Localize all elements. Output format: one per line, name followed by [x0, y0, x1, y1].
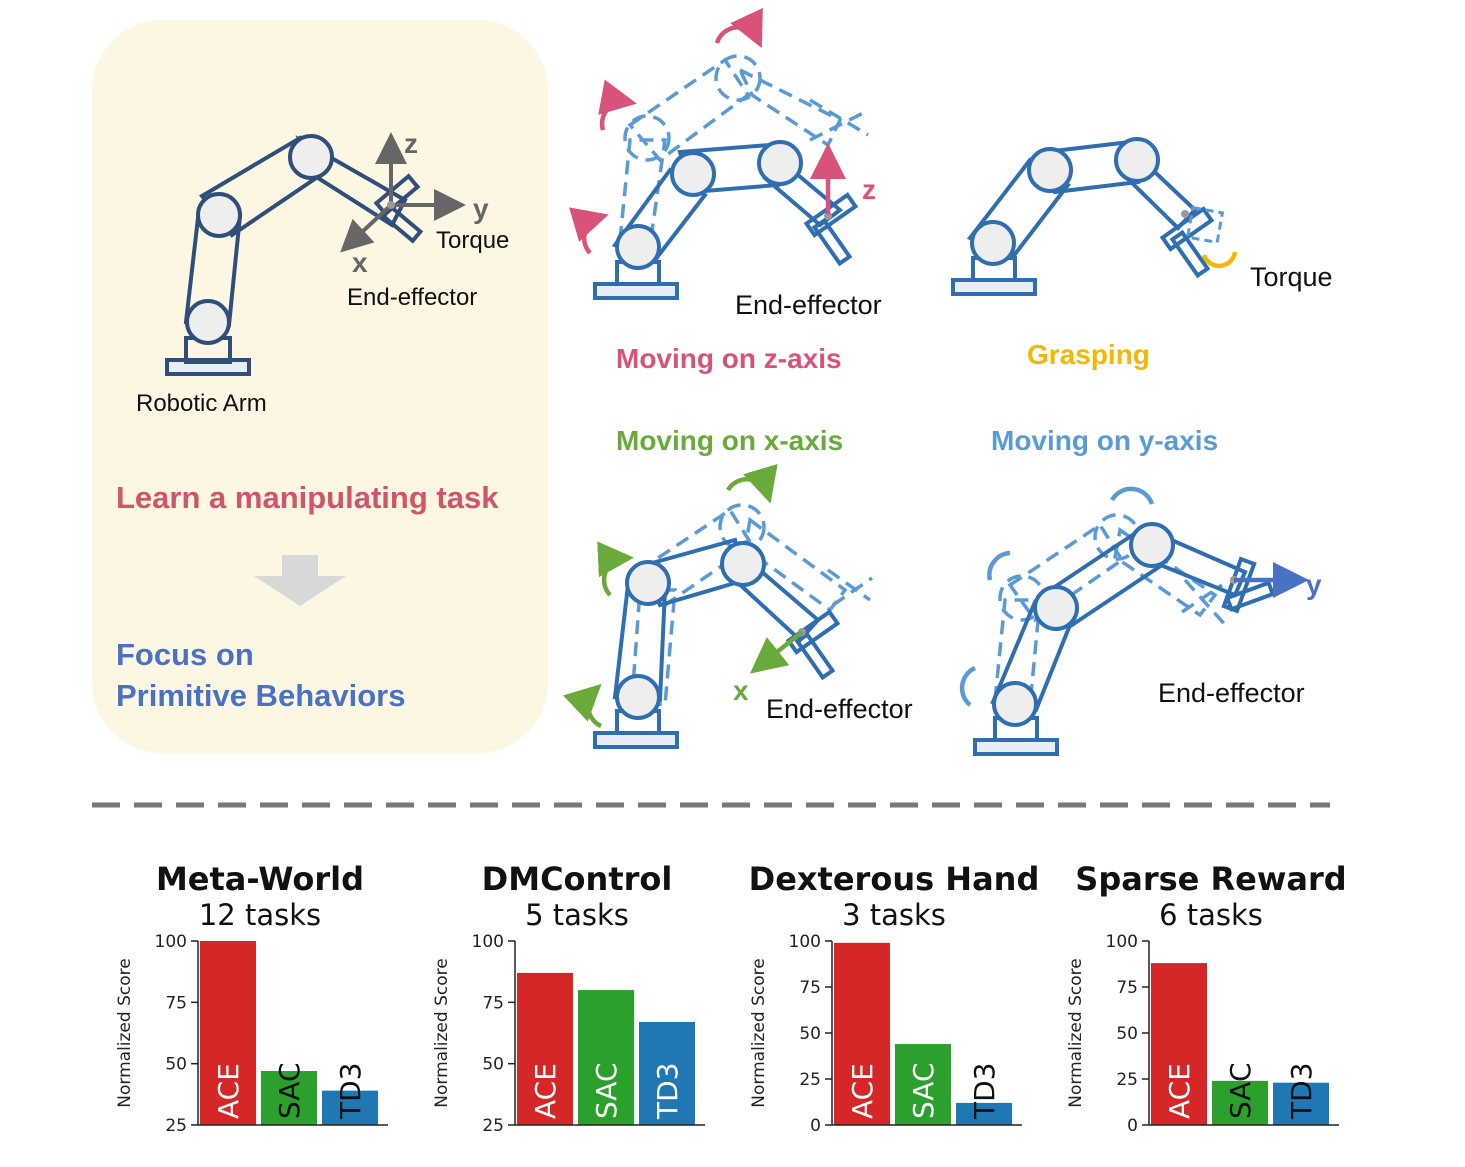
y-tick-label: 100 — [789, 932, 821, 952]
arm-y-axis — [959, 486, 1309, 756]
y-tick-label: 75 — [799, 978, 821, 998]
y-tick-label: 100 — [155, 932, 187, 952]
axis-arrows — [340, 132, 466, 253]
chart-subtitle: 5 tasks — [525, 898, 629, 932]
chart-title: Dexterous Hand — [748, 860, 1040, 898]
bar-ace — [200, 941, 256, 1125]
grasping-torque-label: Torque — [1250, 262, 1333, 292]
chart-title: Sparse Reward — [1075, 860, 1347, 898]
bar-chart-svg: Normalized Score 0 25 50 75 100 ACE SAC TD3 — [1066, 932, 1339, 1136]
chart-subtitle: 6 tasks — [1159, 898, 1263, 932]
chart-title: DMControl — [481, 860, 673, 898]
y-axis-label: Normalized Score — [432, 958, 452, 1107]
y-tick-label: 50 — [482, 1055, 504, 1075]
down-arrow-icon — [254, 555, 346, 606]
bar-td3 — [1273, 1082, 1329, 1125]
bar-label: TD3 — [334, 1063, 367, 1120]
axis-z-label: z — [404, 128, 418, 159]
y-tick-label: 50 — [799, 1024, 821, 1044]
bar-label: ACE — [212, 1063, 245, 1119]
bar-label: TD3 — [1285, 1063, 1318, 1120]
y-tick-label: 75 — [482, 993, 504, 1013]
y-tick-label: 75 — [165, 993, 187, 1013]
chart-subtitle: 12 tasks — [198, 898, 322, 932]
bar-label: ACE — [529, 1063, 562, 1119]
arm-grasping — [951, 137, 1238, 296]
robotic-arm-label: Robotic Arm — [136, 390, 267, 417]
y-tick-label: 25 — [1116, 1070, 1138, 1090]
y-tick-label: 50 — [1116, 1024, 1138, 1044]
y-axis-label: Normalized Score — [1066, 958, 1086, 1107]
bar-td3 — [639, 1021, 695, 1125]
task-text: Learn a manipulating task — [116, 480, 499, 515]
torque-label: Torque — [436, 227, 509, 254]
y-tick-label: 25 — [165, 1116, 187, 1136]
bar-label: TD3 — [968, 1063, 1001, 1120]
bar-sac — [578, 990, 634, 1125]
chart-dmcontrol: DMControl 5 tasks Normalized Score 25 50 75… — [427, 855, 727, 1155]
bar-label: TD3 — [651, 1063, 684, 1120]
arm-z-axis — [569, 7, 869, 300]
bar-chart-svg: Normalized Score 0 25 50 75 100 ACE SAC TD3 — [749, 932, 1022, 1136]
grasping-title: Grasping — [1027, 339, 1150, 370]
bar-chart-svg: Normalized Score 25 50 75 100 ACE SAC TD3 — [432, 932, 705, 1136]
y-tick-label: 75 — [1116, 978, 1138, 998]
focus-line1: Focus on — [116, 637, 254, 672]
bar-label: ACE — [846, 1063, 879, 1119]
x-axis-title: Moving on x-axis — [616, 425, 843, 456]
y-tick-label: 100 — [1106, 932, 1138, 952]
x-axis-effector-label: End-effector — [766, 694, 913, 724]
z-axis-arrow-label: z — [862, 174, 876, 205]
y-tick-label: 0 — [1127, 1116, 1138, 1136]
y-axis-arrow-label: y — [1306, 569, 1322, 600]
y-tick-label: 25 — [799, 1070, 821, 1090]
bar-sac — [261, 1071, 317, 1125]
bar-label: SAC — [273, 1062, 306, 1119]
y-axis-effector-label: End-effector — [1158, 678, 1305, 708]
y-axis-label: Normalized Score — [115, 958, 135, 1107]
bar-chart-svg: Normalized Score 25 50 75 100 ACE SAC TD3 — [115, 932, 388, 1136]
chart-meta-world: Meta-World 12 tasks Normalized Score 25 50… — [110, 855, 410, 1155]
bar-ace — [1151, 963, 1207, 1125]
z-axis-title: Moving on z-axis — [616, 343, 842, 374]
y-tick-label: 25 — [482, 1116, 504, 1136]
axis-y-label: y — [473, 193, 489, 224]
chart-subtitle: 3 tasks — [842, 898, 946, 932]
chart-title: Meta-World — [155, 860, 365, 898]
behavior-diagram: z y x Torque End-effector Robotic Arm Le… — [92, 7, 1333, 808]
end-effector-label: End-effector — [347, 284, 477, 311]
axis-x-label: x — [352, 247, 368, 278]
chart-sparse-reward: Sparse Reward 6 tasks Normalized Score 0 2… — [1061, 855, 1361, 1155]
bar-sac — [895, 1044, 951, 1125]
y-axis-title: Moving on y-axis — [991, 425, 1218, 456]
x-axis-arrow-label: x — [733, 675, 749, 706]
y-tick-label: 0 — [810, 1116, 821, 1136]
focus-line2: Primitive Behaviors — [116, 678, 405, 713]
bar-label: SAC — [1224, 1062, 1257, 1119]
bar-ace — [834, 942, 890, 1125]
bar-label: SAC — [907, 1062, 940, 1119]
bar-label: SAC — [590, 1062, 623, 1119]
y-tick-label: 100 — [472, 932, 504, 952]
bar-td3 — [322, 1090, 378, 1125]
bar-sac — [1212, 1080, 1268, 1125]
bar-td3 — [956, 1102, 1012, 1125]
y-tick-label: 50 — [165, 1055, 187, 1075]
arm-x-axis — [563, 463, 873, 749]
bar-label: ACE — [1163, 1063, 1196, 1119]
robotic-arm-main — [165, 134, 424, 376]
y-axis-label: Normalized Score — [749, 958, 769, 1107]
z-axis-effector-label: End-effector — [735, 290, 882, 320]
chart-dexterous-hand: Dexterous Hand 3 tasks Normalized Score 0… — [744, 855, 1044, 1155]
bar-ace — [517, 972, 573, 1125]
